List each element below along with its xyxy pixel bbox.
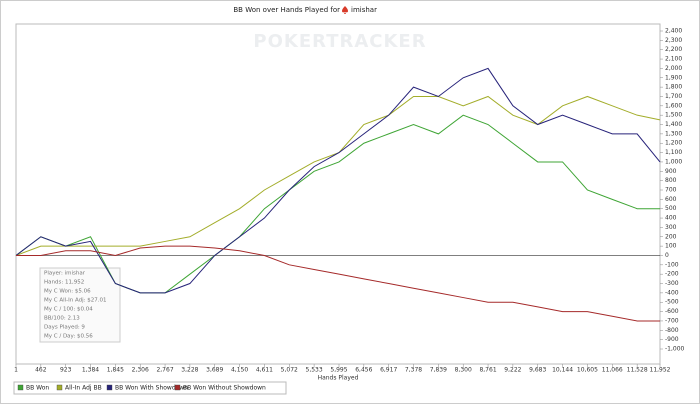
y-tick-label: -400: [665, 289, 679, 296]
legend-swatch: [17, 384, 24, 391]
x-tick-label: 3,228: [181, 367, 198, 374]
x-tick-label: 11,952: [650, 367, 671, 374]
y-tick-label: 1,700: [665, 93, 682, 100]
legend-label: BB Won With Showdown: [115, 385, 188, 392]
x-tick-label: 2,767: [156, 367, 173, 374]
info-line: Player: imishar: [44, 271, 86, 277]
info-line: My C / 100: $0.04: [44, 307, 93, 313]
y-tick-label: 1,900: [665, 74, 682, 81]
x-tick-label: 8,761: [479, 367, 496, 374]
y-tick-label: 1,300: [665, 130, 682, 137]
x-tick-label: 6,456: [355, 367, 372, 374]
x-tick-label: 10,144: [552, 367, 573, 374]
x-tick-label: 4,150: [231, 367, 248, 374]
y-tick-label: 2,100: [665, 56, 682, 63]
x-tick-label: 462: [35, 367, 47, 374]
info-line: Days Played: 9: [44, 325, 85, 331]
y-tick-label: -300: [665, 280, 679, 287]
y-tick-label: 1,500: [665, 112, 682, 119]
player-icon: [342, 6, 348, 14]
x-tick-label: 7,378: [405, 367, 422, 374]
y-tick-label: -900: [665, 336, 679, 343]
y-tick-label: 1,400: [665, 121, 682, 128]
y-tick-label: 2,300: [665, 37, 682, 44]
x-axis-title: Hands Played: [318, 375, 359, 382]
series-line: [16, 245, 660, 322]
plot-area: [15, 23, 661, 365]
x-tick-label: 3,689: [206, 367, 223, 374]
y-tick-label: 1,200: [665, 140, 682, 147]
legend-swatch: [174, 384, 181, 391]
info-box: [39, 267, 121, 343]
info-line: My C Won: $5.06: [44, 289, 91, 295]
x-tick-label: 5,995: [330, 367, 347, 374]
y-tick-label: 200: [665, 233, 677, 240]
y-tick-label: 2,000: [665, 65, 682, 72]
x-tick-label: 9,683: [529, 367, 546, 374]
y-tick-label: 2,200: [665, 46, 682, 53]
legend-swatch: [56, 384, 63, 391]
series-line: [15, 67, 661, 294]
y-tick-label: 1,000: [665, 158, 682, 165]
y-tick-label: 700: [665, 187, 677, 194]
player-name: imishar: [351, 6, 377, 14]
y-tick-label: 500: [665, 205, 677, 212]
y-tick-label: -700: [665, 317, 679, 324]
y-tick-label: 2,400: [665, 28, 682, 35]
y-tick-label: 1,600: [665, 102, 682, 109]
info-line: My C All-In Adj: $27.01: [44, 298, 107, 304]
y-tick-label: -200: [665, 271, 679, 278]
y-tick-label: -100: [665, 261, 679, 268]
legend: [13, 381, 287, 395]
x-tick-label: 5,072: [281, 367, 298, 374]
y-tick-label: 100: [665, 243, 677, 250]
info-line: BB/100: 2.13: [44, 316, 80, 322]
x-tick-label: 923: [60, 367, 72, 374]
x-tick-label: 9,222: [504, 367, 521, 374]
y-tick-label: 1,800: [665, 84, 682, 91]
x-tick-label: 11,066: [602, 367, 623, 374]
x-tick-label: 4,611: [256, 367, 273, 374]
x-tick-label: 10,605: [577, 367, 598, 374]
x-tick-label: 1,845: [107, 367, 124, 374]
y-tick-label: -1,000: [665, 346, 685, 353]
watermark: POKERTRACKER: [253, 31, 426, 52]
legend-label: BB Won: [26, 385, 49, 392]
legend-label: All-In Adj BB: [65, 385, 102, 392]
y-tick-label: 800: [665, 177, 677, 184]
info-line: My C / Day: $0.56: [44, 334, 93, 340]
y-tick-label: 1,100: [665, 149, 682, 156]
y-tick-label: -500: [665, 299, 679, 306]
y-tick-label: -600: [665, 308, 679, 315]
legend-label: BB Won Without Showdown: [183, 385, 266, 392]
x-tick-label: 1,384: [82, 367, 99, 374]
x-tick-label: 7,839: [430, 367, 447, 374]
x-tick-label: 2,306: [132, 367, 149, 374]
x-tick-label: 5,533: [306, 367, 323, 374]
x-tick-label: 1: [14, 367, 18, 374]
y-tick-label: 900: [665, 168, 677, 175]
legend-swatch: [106, 384, 113, 391]
x-tick-label: 6,917: [380, 367, 397, 374]
y-tick-label: 400: [665, 215, 677, 222]
x-tick-label: 8,300: [455, 367, 472, 374]
chart-title: BB Won over Hands Played for: [233, 6, 340, 14]
y-tick-label: 0: [665, 252, 669, 259]
y-tick-label: -800: [665, 327, 679, 334]
y-tick-label: 300: [665, 224, 677, 231]
y-tick-label: 600: [665, 196, 677, 203]
x-tick-label: 11,528: [627, 367, 648, 374]
info-line: Hands: 11,952: [44, 280, 84, 286]
